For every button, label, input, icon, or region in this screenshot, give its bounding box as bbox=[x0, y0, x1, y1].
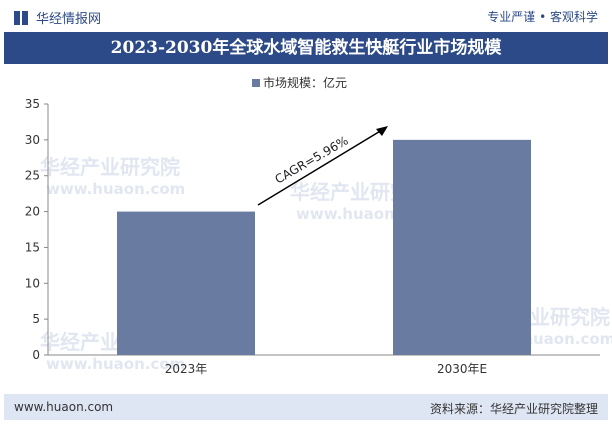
brand-logo-icon bbox=[14, 10, 30, 25]
chart-title: 2023-2030年全球水域智能救生快艇行业市场规模 bbox=[110, 38, 502, 58]
y-tick-label: 30 bbox=[25, 133, 40, 147]
y-tick-label: 25 bbox=[25, 169, 40, 183]
cagr-label: CAGR=5.96% bbox=[273, 133, 351, 186]
y-tick-label: 20 bbox=[25, 205, 40, 219]
x-tick-label: 2023年 bbox=[165, 362, 208, 376]
x-tick-label: 2030年E bbox=[437, 362, 487, 376]
footer-band: www.huaon.com 资料来源：华经产业研究院整理 bbox=[4, 394, 608, 420]
y-tick-label: 10 bbox=[25, 276, 40, 290]
y-tick-label: 0 bbox=[32, 348, 40, 362]
tagline: 专业严谨 • 客观科学 bbox=[487, 10, 598, 24]
title-band: 2023-2030年全球水域智能救生快艇行业市场规模 bbox=[4, 32, 608, 64]
y-axis: 0 5 10 15 20 25 30 35 bbox=[25, 97, 600, 362]
bar bbox=[393, 139, 531, 355]
bars bbox=[117, 139, 531, 355]
watermark-text: 华经产业研究院 bbox=[40, 155, 180, 179]
y-tick-label: 35 bbox=[25, 97, 40, 111]
legend: 市场规模：亿元 bbox=[252, 75, 347, 90]
brand: 华经情报网 bbox=[14, 8, 101, 27]
y-tick-label: 15 bbox=[25, 240, 40, 254]
cagr-arrow-line bbox=[257, 129, 383, 206]
legend-label: 市场规模：亿元 bbox=[263, 75, 347, 90]
x-axis-labels: 2023年 2030年E bbox=[165, 362, 487, 376]
top-bar: 华经情报网 专业严谨 • 客观科学 bbox=[0, 0, 612, 30]
legend-swatch bbox=[252, 79, 260, 87]
watermark-url: www.huaon.com bbox=[46, 180, 185, 198]
footer-source: 资料来源：华经产业研究院整理 bbox=[429, 402, 598, 416]
bar bbox=[117, 211, 255, 355]
watermark-url: www.huaon.com bbox=[46, 355, 185, 373]
footer-website: www.huaon.com bbox=[14, 400, 114, 414]
cagr-arrowhead-icon bbox=[376, 126, 388, 136]
y-tick-label: 5 bbox=[32, 312, 40, 326]
brand-name: 华经情报网 bbox=[36, 12, 102, 27]
